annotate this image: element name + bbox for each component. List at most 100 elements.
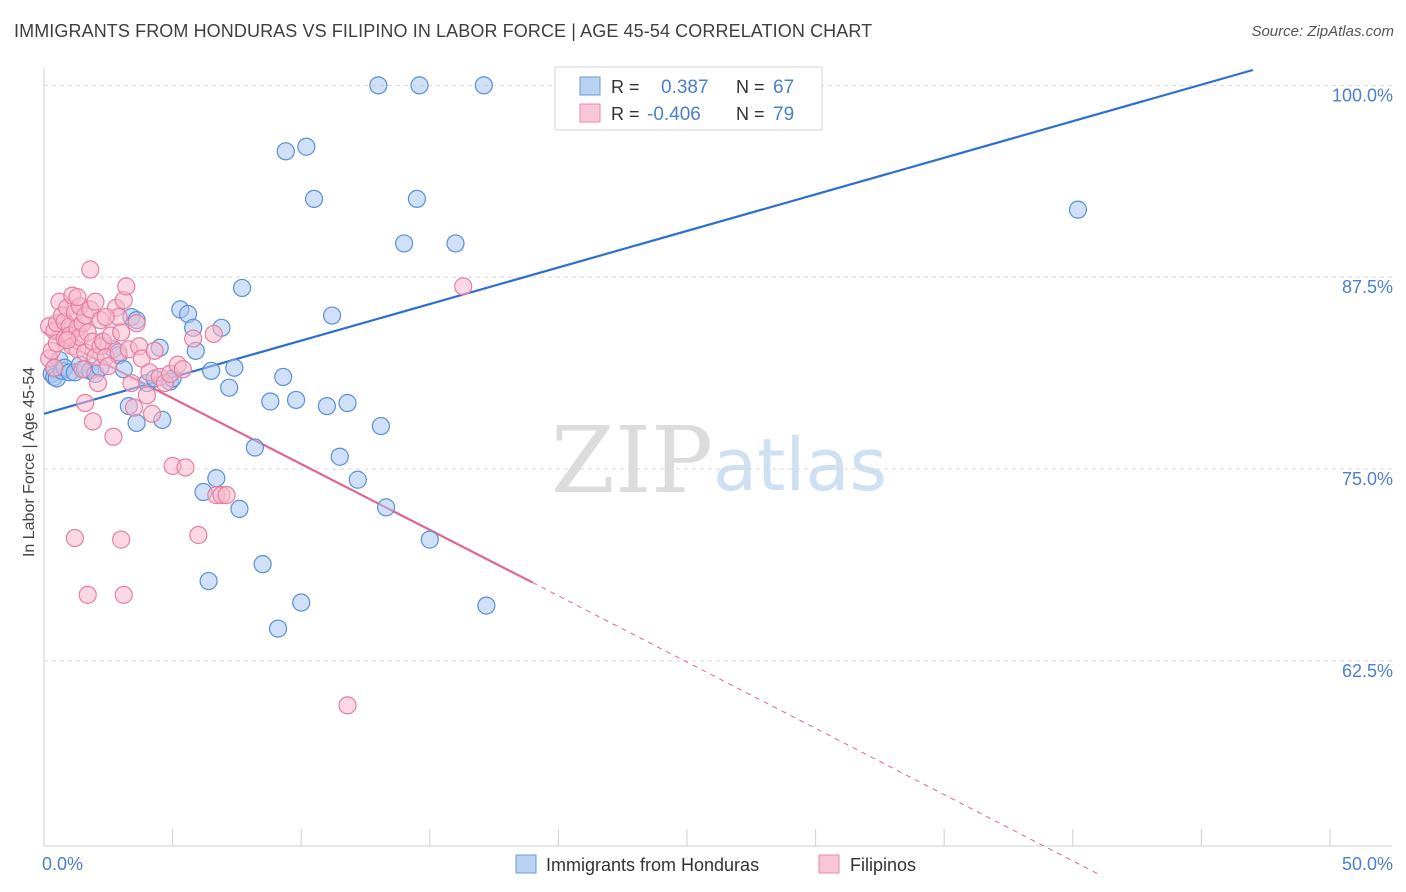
honduras-point (232, 278, 252, 298)
filipinos-point (78, 585, 97, 604)
honduras-point (420, 530, 439, 549)
y-tick-label: 100.0% (1332, 85, 1393, 105)
filipinos-point (81, 260, 100, 279)
filipinos-point (184, 329, 203, 348)
legend-swatch-filipinos (818, 854, 840, 874)
filipinos-point (142, 404, 162, 423)
filipinos-point (145, 341, 164, 360)
filipinos-point (45, 358, 64, 377)
legend-swatch-honduras (515, 854, 537, 874)
filipinos-point (76, 393, 95, 413)
stats-legend: R = 0.387 N = 67 R = -0.406 N = 79 (554, 66, 823, 131)
filipinos-point (338, 696, 357, 715)
filipinos-point (176, 458, 195, 477)
filipinos-point (99, 357, 118, 376)
honduras-point (348, 470, 367, 489)
honduras-point (317, 396, 337, 416)
legend-r-value-1: 0.387 (661, 77, 709, 98)
honduras-point (304, 189, 324, 209)
honduras-point (276, 142, 295, 161)
gridlines (44, 84, 1392, 662)
filipinos-point (117, 277, 136, 296)
legend-n-value-1: 67 (773, 77, 794, 98)
filipinos-point (73, 360, 92, 379)
honduras-point (369, 76, 388, 95)
filipinos-trend-extension (532, 582, 1099, 875)
honduras-point (322, 306, 342, 325)
honduras-point (338, 393, 357, 413)
honduras-point (245, 438, 265, 457)
honduras-point (225, 358, 244, 377)
filipinos-point (137, 386, 156, 405)
filipinos-point (204, 324, 223, 344)
chart-title: IMMIGRANTS FROM HONDURAS VS FILIPINO IN … (14, 21, 873, 41)
filipinos-point (112, 530, 131, 549)
legend-n-value-2: 79 (773, 104, 794, 125)
honduras-point (297, 137, 316, 156)
filipinos-point (454, 277, 473, 296)
honduras-point (376, 498, 396, 517)
filipinos-point (112, 323, 131, 342)
filipinos-point (68, 288, 87, 307)
filipinos-point (114, 585, 133, 604)
source-credit: Source: ZipAtlas.com (1251, 23, 1394, 40)
honduras-point (199, 571, 218, 591)
honduras-point (410, 76, 429, 95)
honduras-point (474, 76, 493, 95)
axes (43, 68, 1392, 847)
legend-label-filipinos: Filipinos (850, 855, 916, 875)
legend-label-honduras: Immigrants from Honduras (546, 855, 759, 875)
filipinos-point (189, 525, 208, 545)
legend-n-label-2: N = (736, 104, 765, 124)
legend-r-label-1: R = (611, 77, 640, 97)
honduras-point (286, 390, 306, 410)
legend-n-label-1: N = (736, 77, 765, 97)
honduras-point (253, 555, 272, 574)
honduras-point (371, 416, 391, 436)
legend-swatch-pink (579, 103, 601, 123)
data-points (40, 76, 1088, 715)
filipinos-point (88, 373, 108, 393)
honduras-point (268, 619, 288, 638)
x-tick-label: 0.0% (42, 854, 83, 874)
legend-swatch-blue (579, 76, 601, 96)
filipinos-point (124, 398, 144, 417)
honduras-point (230, 499, 249, 519)
filipinos-point (58, 330, 77, 350)
honduras-point (220, 378, 239, 397)
filipinos-point (83, 412, 102, 431)
y-axis-label: In Labor Force | Age 45-54 (21, 367, 38, 557)
honduras-point (446, 234, 465, 253)
filipinos-point (104, 427, 123, 446)
honduras-point (207, 469, 226, 488)
filipinos-point (217, 485, 236, 505)
filipinos-point (127, 314, 146, 333)
honduras-trend-line (43, 68, 1254, 415)
honduras-point (330, 447, 349, 466)
honduras-point (1068, 200, 1088, 219)
watermark-atlas: atlas (713, 423, 887, 507)
honduras-point (477, 596, 496, 615)
y-tick-label: 75.0% (1342, 469, 1393, 489)
honduras-point (202, 361, 221, 380)
filipinos-point (86, 292, 105, 311)
tick-labels: 100.0% 87.5% 75.0% 62.5% 0.0% 50.0% (42, 85, 1393, 874)
honduras-point (274, 367, 293, 387)
filipinos-point (65, 528, 84, 548)
filipinos-point (122, 373, 141, 393)
honduras-point (407, 189, 427, 209)
honduras-point (394, 234, 414, 253)
filipinos-point (96, 307, 115, 327)
watermark-zip: ZIP (551, 407, 713, 514)
y-tick-label: 87.5% (1342, 277, 1393, 297)
legend-r-label-2: R = (611, 104, 640, 124)
x-tick-label: 50.0% (1342, 854, 1393, 874)
honduras-point (261, 392, 280, 411)
filipinos-point (173, 360, 192, 379)
honduras-point (292, 593, 311, 612)
honduras-point (127, 413, 146, 433)
series-legend: Immigrants from Honduras Filipinos (515, 854, 916, 875)
legend-r-value-2: -0.406 (647, 104, 701, 125)
y-tick-label: 62.5% (1342, 661, 1393, 681)
